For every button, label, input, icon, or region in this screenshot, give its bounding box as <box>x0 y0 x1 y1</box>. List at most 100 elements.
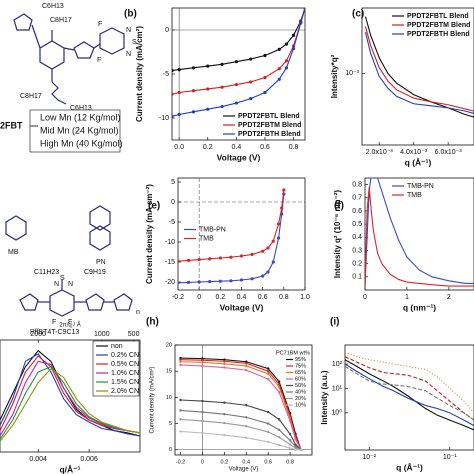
data-point <box>291 33 296 37</box>
y-tick-label: -10 <box>159 115 169 122</box>
x-tick-label: 0.4 <box>242 459 250 465</box>
data-point <box>263 53 267 58</box>
data-point <box>208 257 212 261</box>
data-point <box>179 398 182 402</box>
legend-label: PPDT2FBTM Blend <box>407 22 470 29</box>
data-point <box>201 419 204 423</box>
series-line <box>0 353 140 437</box>
data-point <box>234 101 238 105</box>
data-point <box>288 419 292 423</box>
x-axis-title: Voltage (V) <box>220 302 264 312</box>
y-tick-label: -5 <box>169 219 175 226</box>
data-point <box>291 46 296 51</box>
data-point <box>223 360 226 363</box>
series-line <box>180 409 302 451</box>
data-point <box>179 418 182 421</box>
plot-frame <box>171 7 306 141</box>
y-tick-label: 0.6 <box>352 208 362 215</box>
chart: (e) -0.2 0 0.2 0.4 0.6 0.8 1.0 5 0 -5 -10 -15 -20 Volt… <box>145 177 310 312</box>
series-line <box>172 8 305 95</box>
y-tick-label: 10⁻³ <box>345 70 359 77</box>
data-point <box>223 366 226 369</box>
data-point <box>249 80 253 84</box>
atom-label: n <box>136 309 140 316</box>
data-point <box>284 42 289 46</box>
y-axis-title: Intensity (a.u.) <box>320 370 329 425</box>
data-point <box>178 281 180 285</box>
data-point <box>266 246 270 250</box>
y-tick-label: 0.2 <box>352 260 362 267</box>
data-point <box>271 260 275 264</box>
data-point <box>245 362 248 365</box>
panel-label: (h) <box>146 317 159 328</box>
chain-label: C9H19 <box>84 269 106 276</box>
y-tick-label: 10² <box>332 361 343 368</box>
chart: (i) 10⁻² 10⁻¹ 10² 10¹ 10⁰ q (Å⁻¹) Intensity (a.… <box>320 317 474 472</box>
data-point <box>249 57 253 61</box>
y-axis-title: Intensity*q² <box>330 54 339 98</box>
y-tick-label: 10⁰ <box>331 409 342 417</box>
data-point <box>299 448 303 451</box>
legend-label: 0.5% CN <box>111 361 139 368</box>
data-point <box>239 254 244 258</box>
data-point <box>186 258 191 262</box>
data-point <box>197 280 201 284</box>
data-point <box>299 21 303 25</box>
mn-label: Low Mn (12 Kg/mol) <box>40 112 121 122</box>
atom-label: N <box>54 281 59 288</box>
data-point <box>218 279 222 283</box>
data-point <box>220 85 224 89</box>
chart: (c) 2.0x10⁻³ 4.0x10⁻³ 6.0x10⁻³ 10⁻³ q (Å⁻¹) In… <box>330 7 474 167</box>
atom-label: S <box>132 39 137 46</box>
legend-label: TMB <box>407 192 422 199</box>
y-tick-label: 0 <box>165 27 169 34</box>
panel-label: (c) <box>352 9 364 20</box>
legend-label: 0.2% CN <box>111 352 139 359</box>
x-tick-label: 0.6 <box>260 144 270 151</box>
series-line <box>364 31 474 114</box>
data-point <box>266 369 270 373</box>
data-point <box>277 67 281 71</box>
data-point <box>245 424 248 428</box>
mn-box <box>29 109 121 153</box>
y-tick-label: 0.1 <box>352 274 362 281</box>
polymer-name: PffBT4T-C9C13 <box>30 329 79 336</box>
x-tick-label: 0 <box>197 294 201 301</box>
series-line <box>345 356 474 421</box>
legend-label: TMB <box>199 235 214 242</box>
x-tick-label: 2 <box>447 294 451 301</box>
chain-label: C11H23 <box>34 269 59 276</box>
data-point <box>277 77 281 81</box>
chart: 0.004 0.006 2000 1000 500 2π/q / Å q/Å⁻¹ non 0.2… <box>0 322 141 474</box>
x-axis-title: q (Å⁻¹) <box>405 157 432 167</box>
x-tick-label: 10⁻² <box>362 454 376 461</box>
atom-label: N <box>126 27 131 34</box>
x-axis-title: q (nm⁻¹) <box>403 302 436 312</box>
x-tick-label: 0.6 <box>258 294 268 301</box>
data-point <box>288 432 292 436</box>
y-axis-title: Intensity q² (10⁻⁶ nm⁻²) <box>333 190 342 278</box>
series-line <box>365 178 474 288</box>
legend-label: 50% <box>295 383 306 389</box>
y-tick-label: 15 <box>166 369 172 375</box>
data-point <box>250 252 254 256</box>
x-tick-label: 0.4 <box>231 144 241 151</box>
data-point <box>206 107 210 111</box>
y-axis-title: Current density (mA/cm²) <box>150 366 156 433</box>
y-tick-label: 0 <box>169 447 172 453</box>
y-tick-label: -20 <box>165 279 175 286</box>
data-point <box>223 433 226 437</box>
structure-d <box>5 205 133 317</box>
x-tick-label: -0.2 <box>172 294 184 301</box>
data-point <box>284 66 289 70</box>
data-point <box>288 443 292 446</box>
atom-label: S <box>60 275 65 282</box>
legend-label: non <box>111 343 123 350</box>
x2-tick-label: 1000 <box>94 331 110 338</box>
data-point <box>276 222 281 226</box>
data-point <box>218 256 222 260</box>
y-tick-label: 0.7 <box>352 195 362 202</box>
data-point <box>179 430 182 433</box>
series-line <box>364 16 474 118</box>
